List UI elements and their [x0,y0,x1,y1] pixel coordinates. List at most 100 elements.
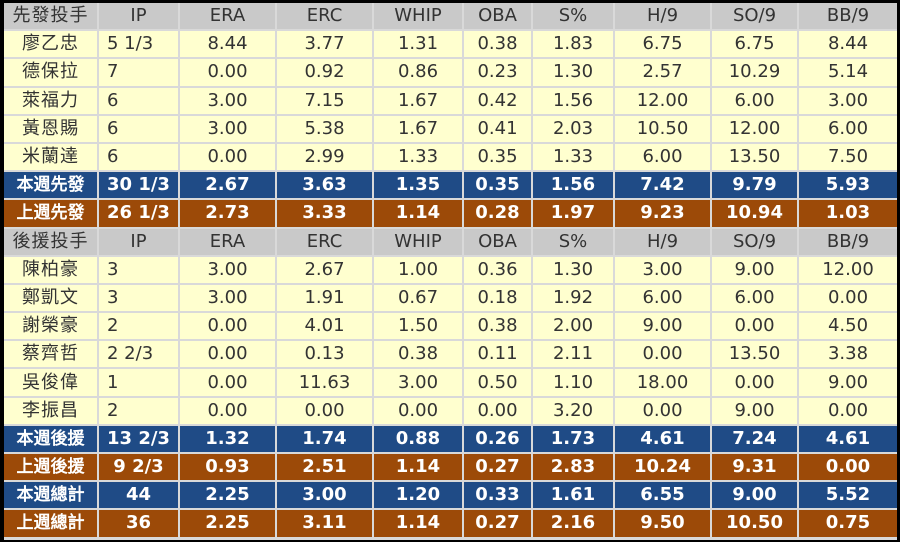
cell-oba: 0.00 [464,397,531,424]
cell-bb9: 4.50 [799,313,897,340]
header-name: 先發投手 [4,3,97,30]
cell-erc: 11.63 [277,369,372,396]
section-header-row: 後援投手 IP ERA ERC WHIP OBA S% H/9 SO/9 BB/9 [4,228,897,255]
cell-bb9: 1.03 [799,200,897,227]
cell-era: 3.00 [180,284,275,312]
cell-h9: 0.00 [615,397,710,424]
cell-era: 1.32 [180,425,275,452]
cell-era: 0.00 [180,341,275,368]
cell-erc: 7.15 [277,87,372,114]
cell-oba: 0.42 [464,87,531,114]
cell-so9: 9.00 [712,397,797,424]
header-ip: IP [99,3,178,30]
header-so9: SO/9 [712,228,797,255]
cell-name: 謝榮豪 [4,313,97,340]
cell-h9: 10.24 [615,454,710,481]
header-s-pct: S% [533,3,613,30]
header-erc: ERC [277,228,372,255]
cell-so9: 10.29 [712,59,797,86]
cell-whip: 3.00 [374,369,462,396]
cell-whip: 1.67 [374,87,462,114]
cell-name: 本週總計 [4,482,97,509]
cell-so9: 10.50 [712,510,797,537]
cell-name: 上週後援 [4,454,97,481]
cell-s-pct: 1.97 [533,200,613,227]
cell-name: 黃恩賜 [4,115,97,142]
cell-s-pct: 1.92 [533,284,613,312]
cell-era: 3.00 [180,115,275,142]
cell-erc: 4.01 [277,313,372,340]
cell-name: 上週先發 [4,200,97,227]
cell-bb9: 8.44 [799,31,897,58]
cell-bb9: 3.00 [799,87,897,114]
cell-ip: 9 2/3 [99,454,178,481]
cell-era: 2.25 [180,482,275,509]
last-week-summary-row: 上週總計 36 2.25 3.11 1.14 0.27 2.16 9.50 10.50 0.75 [4,510,897,537]
cell-bb9: 12.00 [799,256,897,283]
header-era: ERA [180,228,275,255]
cell-era: 2.73 [180,200,275,227]
cell-so9: 9.00 [712,256,797,283]
cell-era: 0.00 [180,59,275,86]
last-week-summary-row: 上週先發 26 1/3 2.73 3.33 1.14 0.28 1.97 9.23 10.94 1… [4,200,897,227]
cell-s-pct: 2.16 [533,510,613,537]
cell-whip: 1.50 [374,313,462,340]
header-era: ERA [180,3,275,30]
cell-era: 0.00 [180,397,275,424]
cell-h9: 4.61 [615,425,710,452]
cell-ip: 7 [99,59,178,86]
cell-bb9: 4.61 [799,425,897,452]
pitching-stats-panel: 先發投手 IP ERA ERC WHIP OBA S% H/9 SO/9 BB/9 廖乙忠 5 1/3… [4,3,897,540]
cell-bb9: 0.00 [799,397,897,424]
cell-so9: 9.31 [712,454,797,481]
cell-oba: 0.38 [464,313,531,340]
cell-oba: 0.11 [464,341,531,368]
cell-oba: 0.27 [464,510,531,537]
cell-erc: 2.67 [277,256,372,283]
header-erc: ERC [277,3,372,30]
cell-so9: 12.00 [712,115,797,142]
cell-whip: 1.14 [374,454,462,481]
cell-whip: 1.35 [374,172,462,199]
cell-h9: 9.50 [615,510,710,537]
cell-name: 鄭凱文 [4,284,97,312]
cell-h9: 6.00 [615,284,710,312]
cell-ip: 6 [99,115,178,142]
this-week-summary-row: 本週先發 30 1/3 2.67 3.63 1.35 0.35 1.56 7.42 9.79 5.… [4,172,897,199]
cell-erc: 0.00 [277,397,372,424]
table-body: 先發投手 IP ERA ERC WHIP OBA S% H/9 SO/9 BB/9 廖乙忠 5 1/3… [4,3,897,537]
cell-oba: 0.23 [464,59,531,86]
cell-s-pct: 1.33 [533,143,613,171]
cell-so9: 0.00 [712,313,797,340]
cell-oba: 0.28 [464,200,531,227]
cell-h9: 6.55 [615,482,710,509]
cell-so9: 6.00 [712,284,797,312]
cell-oba: 0.26 [464,425,531,452]
cell-erc: 3.63 [277,172,372,199]
player-row: 米蘭達 6 0.00 2.99 1.33 0.35 1.33 6.00 13.50 7.50 [4,143,897,171]
cell-erc: 5.38 [277,115,372,142]
cell-erc: 3.33 [277,200,372,227]
cell-oba: 0.41 [464,115,531,142]
cell-oba: 0.18 [464,284,531,312]
cell-name: 吳俊偉 [4,369,97,396]
cell-ip: 2 2/3 [99,341,178,368]
cell-ip: 13 2/3 [99,425,178,452]
cell-ip: 2 [99,397,178,424]
cell-bb9: 5.93 [799,172,897,199]
cell-erc: 0.92 [277,59,372,86]
cell-name: 上週總計 [4,510,97,537]
cell-name: 萊福力 [4,87,97,114]
player-row: 廖乙忠 5 1/3 8.44 3.77 1.31 0.38 1.83 6.75 6.75 8.44 [4,31,897,58]
cell-bb9: 7.50 [799,143,897,171]
cell-so9: 6.00 [712,87,797,114]
cell-oba: 0.38 [464,31,531,58]
cell-s-pct: 3.20 [533,397,613,424]
section-header-row: 先發投手 IP ERA ERC WHIP OBA S% H/9 SO/9 BB/9 [4,3,897,30]
player-row: 陳柏豪 3 3.00 2.67 1.00 0.36 1.30 3.00 9.00 12.00 [4,256,897,283]
player-row: 蔡齊哲 2 2/3 0.00 0.13 0.38 0.11 2.11 0.00 13.50 3.3… [4,341,897,368]
cell-whip: 1.14 [374,200,462,227]
header-bb9: BB/9 [799,228,897,255]
cell-whip: 1.14 [374,510,462,537]
player-row: 萊福力 6 3.00 7.15 1.67 0.42 1.56 12.00 6.00 3.00 [4,87,897,114]
